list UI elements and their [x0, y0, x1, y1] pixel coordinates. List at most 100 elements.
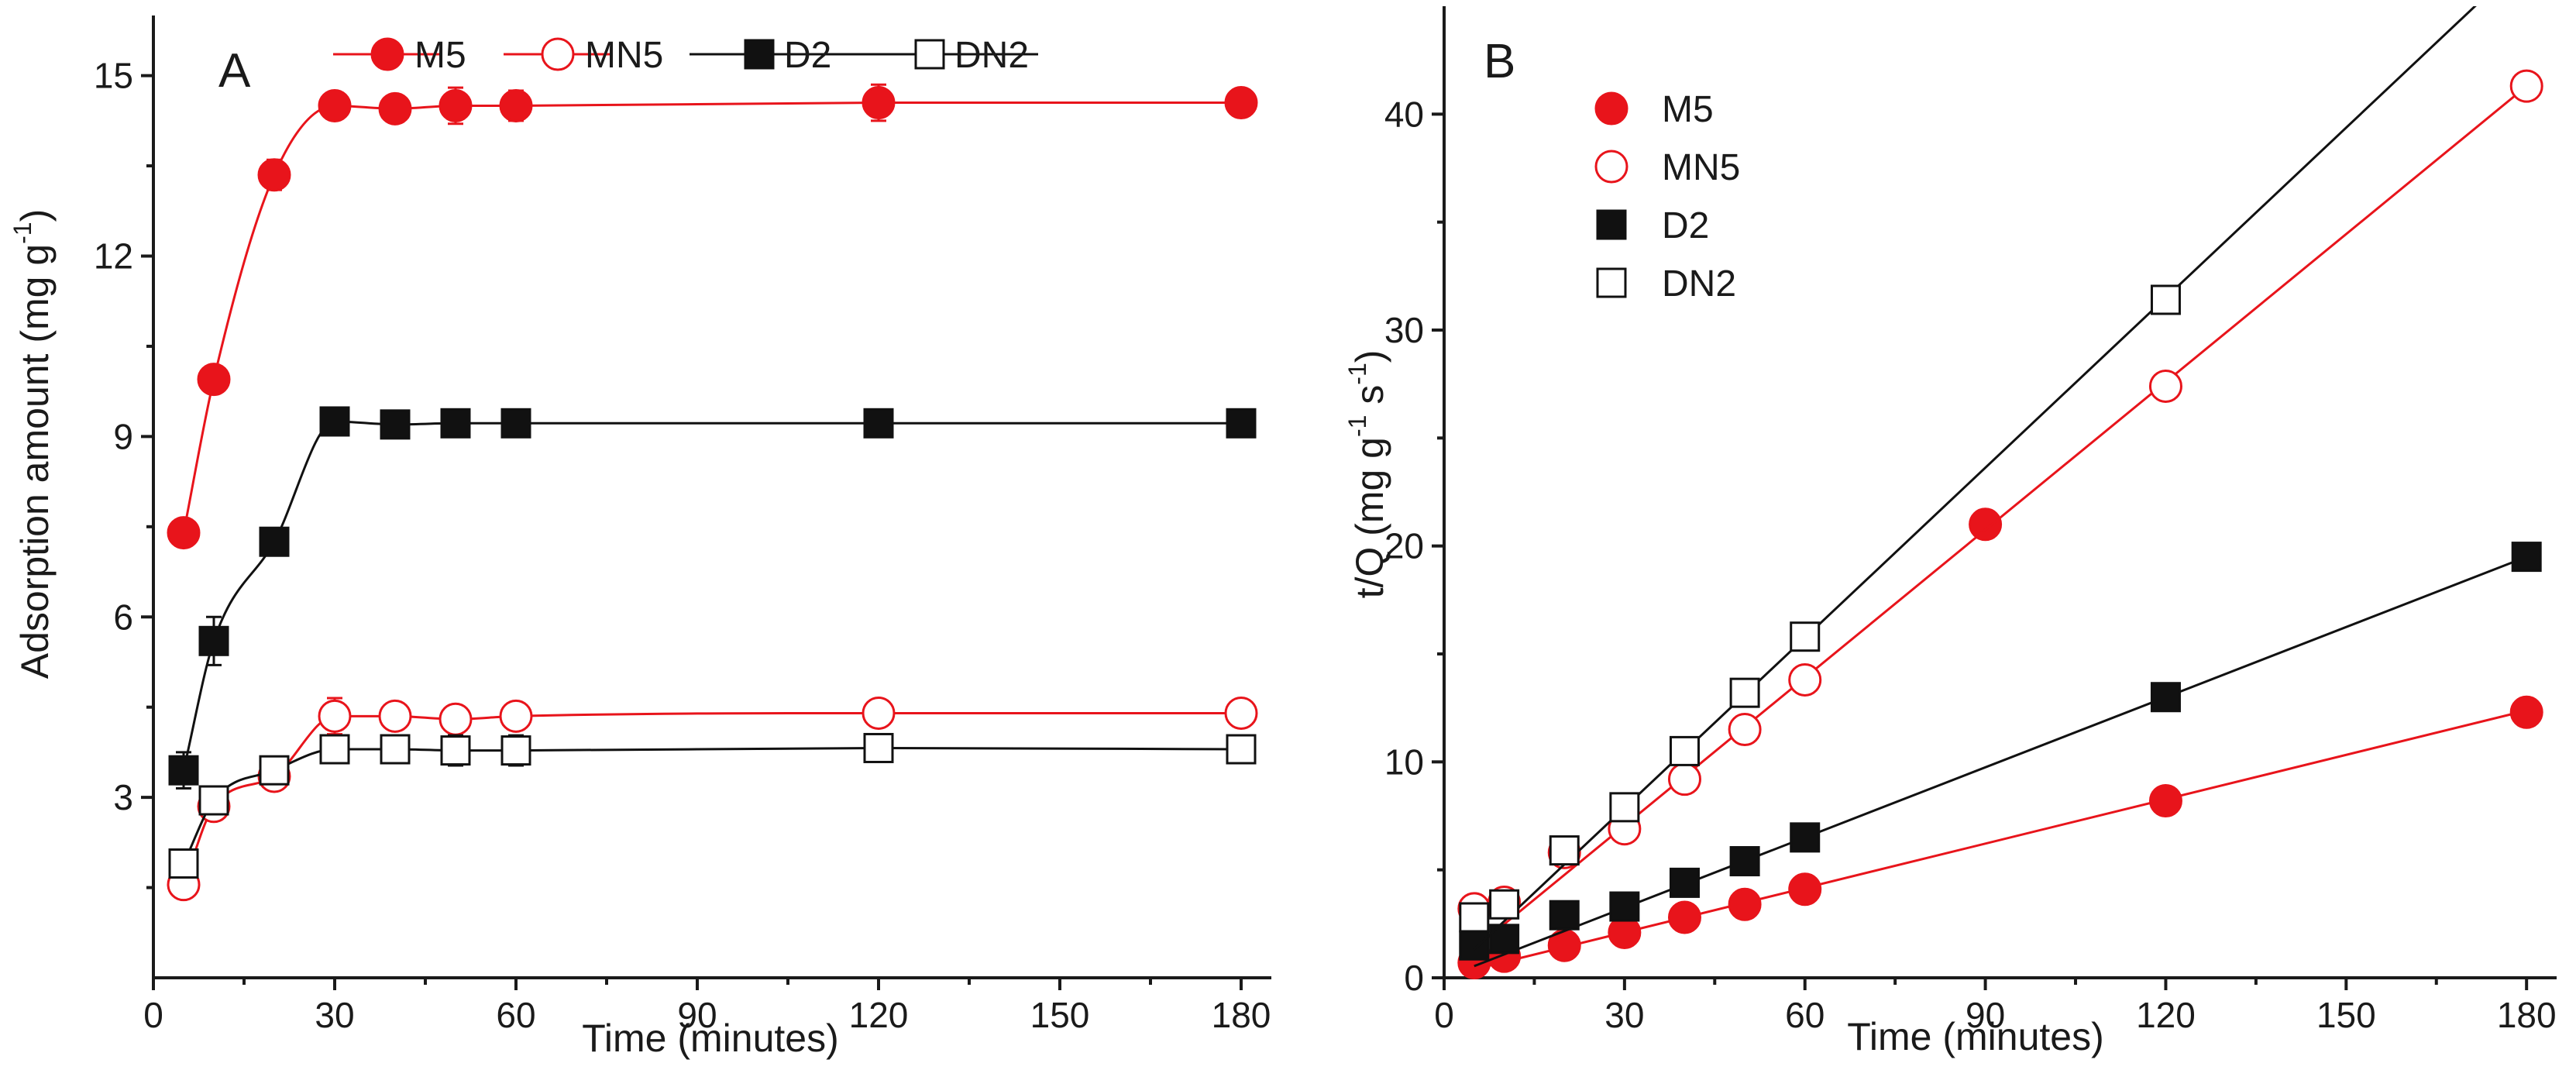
legend-a-m5-label: M5 [414, 35, 466, 76]
point-b-d2-30 [1609, 891, 1640, 922]
x-tick-label-a-0: 0 [143, 995, 163, 1035]
y-tick-label-a-12: 12 [94, 236, 133, 277]
point-b-dn2-5 [1459, 902, 1490, 933]
point-a-m5-120 [862, 86, 896, 120]
point-a-dn2-50 [440, 735, 471, 766]
legend-b-d2-marker [1596, 209, 1627, 240]
point-a-mn5-180 [1224, 696, 1258, 730]
series-b-d2 [1459, 542, 2542, 968]
x-tick-label-b-180: 180 [2497, 995, 2557, 1035]
point-a-dn2-30 [319, 734, 350, 765]
series-a-m5 [167, 83, 1258, 550]
legend-a: M5 MN5 D2 DN2 [333, 35, 1038, 76]
point-b-m5-50 [1728, 887, 1762, 921]
point-a-mn5-120 [862, 696, 896, 730]
point-a-m5-30 [318, 88, 352, 122]
point-a-m5-60 [499, 88, 533, 122]
legend-b-m5-marker [1594, 91, 1628, 126]
y-axis-title-b-sup1: -1 [1343, 415, 1371, 437]
fit-line-b-d2 [1474, 556, 2527, 968]
point-a-m5-40 [378, 91, 412, 126]
x-tick-label-a-90: 90 [677, 995, 717, 1035]
x-tick-label-b-30: 30 [1604, 995, 1644, 1035]
legend-a-mn5-label: MN5 [585, 35, 663, 76]
fit-curve-a-d2 [182, 420, 1241, 771]
point-b-d2-180 [2511, 542, 2542, 573]
point-b-dn2-10 [1489, 889, 1520, 920]
point-a-dn2-10 [198, 785, 229, 816]
point-a-d2-180 [1226, 408, 1257, 439]
point-b-dn2-30 [1609, 792, 1640, 823]
point-a-m5-180 [1224, 86, 1258, 120]
legend-a-dn2-marker [914, 39, 945, 70]
y-axis-title-b-main: t/Q (mg g [1348, 437, 1391, 598]
point-a-d2-120 [863, 408, 894, 439]
y-tick-label-a-15: 15 [94, 56, 133, 96]
legend-b-d2-label: D2 [1662, 205, 1709, 246]
series-a-d2 [168, 406, 1257, 790]
point-a-m5-20 [257, 158, 291, 192]
point-a-m5-50 [439, 88, 473, 122]
point-a-dn2-120 [863, 732, 894, 763]
point-b-mn5-40 [1667, 762, 1701, 796]
point-a-dn2-60 [500, 735, 531, 766]
y-axis-title-b: t/Q (mg g-1 s-1) [1343, 350, 1391, 599]
point-b-dn2-60 [1790, 621, 1821, 652]
x-axis-title-a: Time (minutes) [582, 1017, 839, 1060]
fit-curve-a-dn2 [182, 746, 1242, 865]
fit-line-b-dn2 [1473, 6, 2477, 951]
point-a-d2-10 [198, 625, 229, 656]
point-a-d2-5 [168, 755, 199, 786]
x-tick-label-a-60: 60 [496, 995, 535, 1035]
panel-b-letter: B [1484, 35, 1515, 88]
fit-curve-a-m5 [182, 101, 1241, 533]
y-tick-label-a-3: 3 [113, 777, 133, 817]
point-a-m5-10 [197, 363, 231, 397]
panel-a: A M5 MN5 D2 DN2 0 30 60 90 120 150 1803691215 … [9, 15, 1271, 1060]
y-tick-label-b-20: 20 [1384, 526, 1424, 566]
point-b-m5-40 [1667, 900, 1701, 934]
point-b-m5-90 [1969, 507, 2003, 542]
x-tick-label-b-120: 120 [2136, 995, 2196, 1035]
point-b-dn2-20 [1549, 835, 1580, 866]
legend-b-m5-label: M5 [1662, 89, 1714, 130]
y-tick-label-b-10: 10 [1384, 741, 1424, 782]
y-tick-label-b-30: 30 [1384, 310, 1424, 350]
point-a-dn2-40 [380, 734, 411, 765]
point-b-d2-50 [1729, 846, 1760, 877]
y-axis-title-b-tail: ) [1348, 350, 1391, 363]
series-a-dn2 [168, 732, 1257, 879]
legend-b-dn2-label: DN2 [1662, 263, 1736, 304]
point-b-dn2-50 [1729, 677, 1760, 708]
point-a-mn5-40 [378, 699, 412, 733]
point-b-mn5-180 [2509, 69, 2543, 103]
legend-b-mn5-marker [1594, 150, 1628, 184]
point-b-mn5-60 [1788, 662, 1822, 697]
legend-a-m5-marker [370, 37, 404, 71]
point-a-d2-20 [259, 526, 290, 557]
legend-a-d2-label: D2 [784, 35, 831, 76]
fit-line-b-mn5 [1473, 85, 2528, 950]
x-tick-label-a-30: 30 [315, 995, 354, 1035]
point-b-m5-60 [1788, 872, 1822, 907]
point-b-d2-120 [2150, 682, 2181, 713]
legend-a-mn5-marker [541, 37, 575, 71]
point-b-d2-60 [1790, 822, 1821, 853]
point-a-mn5-30 [318, 699, 352, 733]
panel-a-letter: A [218, 44, 251, 98]
y-tick-label-a-9: 9 [113, 416, 133, 456]
x-tick-label-a-150: 150 [1030, 995, 1090, 1035]
point-b-mn5-120 [2148, 369, 2182, 403]
legend-b-dn2-marker [1596, 267, 1627, 298]
x-axis-title-b: Time (minutes) [1847, 1015, 2104, 1058]
point-a-d2-40 [380, 409, 411, 440]
x-tick-label-a-120: 120 [849, 995, 909, 1035]
point-b-dn2-40 [1669, 735, 1700, 766]
point-a-mn5-50 [439, 702, 473, 736]
panel-b: B M5 MN5 D2 DN2 0 30 60 90 120 150 180 0 10 20 30 4… [1343, 6, 2557, 1058]
y-tick-label-b-40: 40 [1384, 94, 1424, 134]
point-a-d2-60 [500, 408, 531, 439]
point-b-d2-5 [1459, 930, 1490, 961]
x-tick-label-b-90: 90 [1966, 995, 2005, 1035]
